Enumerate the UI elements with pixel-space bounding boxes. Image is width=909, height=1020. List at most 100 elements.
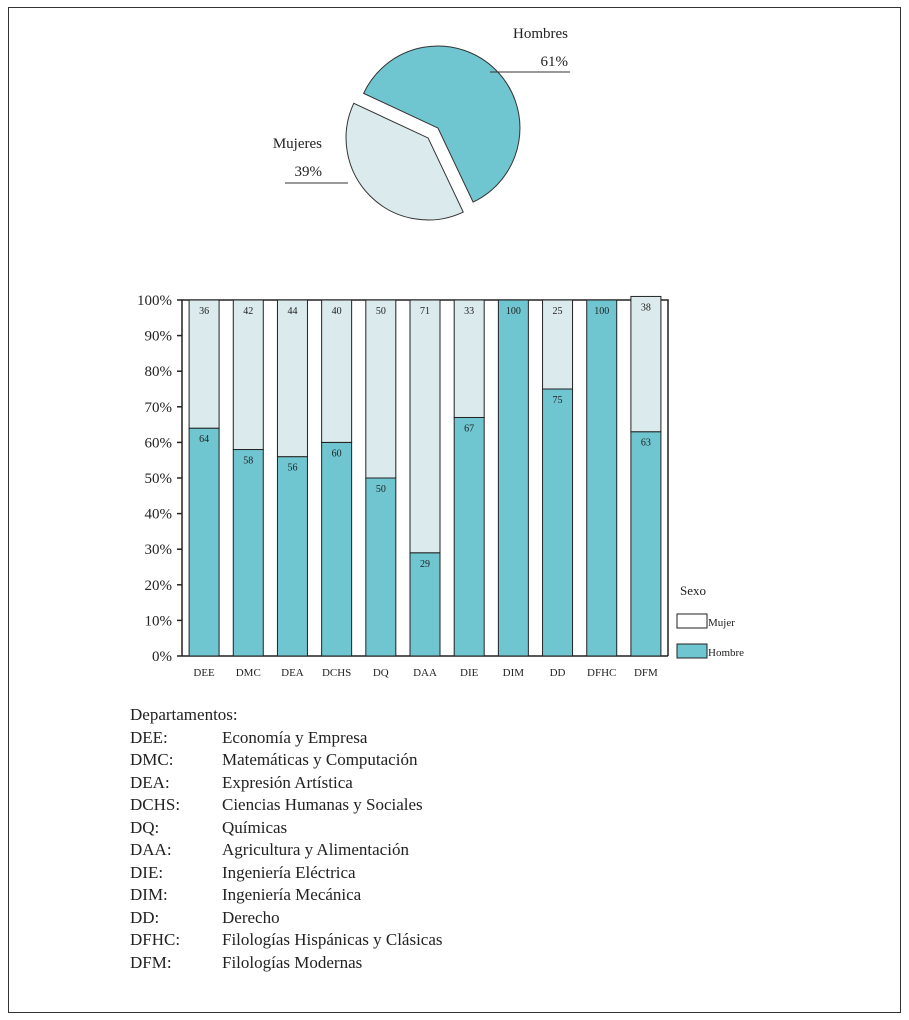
bar-segment: [365, 299, 397, 479]
bar-segment: [276, 299, 308, 458]
bar-segment: [409, 299, 441, 554]
bar-segment: [586, 299, 618, 657]
slice-label: 39%: [295, 164, 323, 180]
department-code: DIE:: [130, 862, 164, 882]
department-code: DD:: [130, 907, 160, 927]
x-tick-label: DFHC: [587, 667, 616, 679]
bar-segment: [453, 299, 485, 418]
y-tick-label: 100%: [137, 293, 172, 309]
bar-value-label: 100: [506, 306, 521, 317]
bar-segment: [497, 299, 529, 657]
department-name: Filologías Hispánicas y Clásicas: [222, 930, 443, 949]
department-code: DFHC:: [130, 930, 181, 949]
department-name: Expresión Artística: [222, 772, 353, 792]
bar-value-label: 36: [199, 306, 209, 317]
x-tick-label: DD: [550, 667, 566, 679]
x-tick-label: DEA: [281, 667, 304, 679]
x-tick-label: DEE: [193, 667, 215, 679]
bar-segment: [232, 449, 264, 657]
y-tick-label: 10%: [145, 613, 173, 629]
bar-value-label: 56: [287, 463, 297, 474]
y-tick-label: 30%: [145, 542, 173, 558]
x-tick-label: DIM: [503, 667, 525, 679]
department-row: DIE: Ingeniería Eléctrica: [130, 862, 443, 885]
y-tick-label: 40%: [145, 507, 173, 523]
bar-segment: [188, 427, 220, 657]
bar-value-label: 60: [332, 448, 342, 459]
y-tick-label: 70%: [145, 400, 173, 416]
department-name: Derecho: [222, 907, 280, 927]
x-tick-label: DIE: [460, 667, 479, 679]
bar-segment: [409, 552, 441, 657]
legend-swatch: [676, 613, 708, 629]
pie-slice: [345, 102, 464, 221]
department-row: DAA: Agricultura y Alimentación: [130, 839, 443, 862]
department-row: DD: Derecho: [130, 907, 443, 930]
bar-segment: [232, 299, 264, 451]
department-row: DEA: Expresión Artística: [130, 772, 443, 795]
department-list: Departamentos: DEE: Economía y Empresa DMC…: [130, 704, 443, 974]
bar-segment: [630, 431, 662, 657]
department-row: DFHC: Filologías Hispánicas y Clásicas: [130, 929, 443, 952]
slice-label: 61%: [541, 54, 569, 70]
bar-value-label: 50: [376, 484, 386, 495]
x-tick-label: DCHS: [322, 667, 351, 679]
bar-value-label: 40: [332, 306, 342, 317]
y-tick-label: 20%: [145, 578, 173, 594]
y-tick-label: 50%: [145, 471, 173, 487]
department-row: DIM: Ingeniería Mecánica: [130, 884, 443, 907]
department-name: Ingeniería Mecánica: [222, 885, 362, 904]
slice-name: Hombres: [513, 26, 568, 42]
bar-value-label: 100: [594, 306, 609, 317]
department-name: Químicas: [222, 817, 288, 837]
x-tick-label: DAA: [413, 667, 437, 679]
y-tick-label: 0%: [152, 649, 172, 665]
department-code: DAA:: [130, 840, 172, 859]
department-name: Ingeniería Eléctrica: [222, 862, 356, 882]
legend-label: Mujer: [708, 617, 735, 629]
page-border: [8, 7, 901, 1013]
bar-value-label: 44: [287, 306, 297, 317]
bar-value-label: 75: [553, 395, 563, 406]
department-row: DQ: Químicas: [130, 817, 443, 840]
bar-value-label: 50: [376, 306, 386, 317]
x-tick-label: DQ: [373, 667, 389, 679]
department-code: DFM:: [130, 952, 172, 972]
bar-segment: [542, 388, 574, 657]
bar-value-label: 58: [243, 456, 253, 467]
legend-title: Sexo: [680, 583, 706, 598]
bar-value-label: 64: [199, 434, 209, 445]
bar-segment: [630, 295, 662, 433]
bar-segment: [453, 416, 485, 657]
bar-value-label: 71: [420, 306, 430, 317]
legend-label: Hombre: [708, 647, 744, 659]
department-name: Filologías Modernas: [222, 952, 363, 972]
bar-segment: [276, 456, 308, 657]
department-code: DIM:: [130, 885, 168, 904]
department-name: Matemáticas y Computación: [222, 750, 418, 769]
department-name: Agricultura y Alimentación: [222, 840, 409, 859]
department-name: Economía y Empresa: [222, 727, 368, 747]
legend-swatch: [676, 643, 708, 659]
x-tick-label: DMC: [236, 667, 261, 679]
pie-slice: [362, 45, 521, 203]
bar-value-label: 67: [464, 423, 474, 434]
y-tick-label: 90%: [145, 329, 173, 345]
bar-segment: [321, 441, 353, 657]
bar-value-label: 33: [464, 306, 474, 317]
department-row: DEE: Economía y Empresa: [130, 727, 443, 750]
x-tick-label: DFM: [634, 667, 658, 679]
department-code: DEE:: [130, 727, 168, 747]
department-code: DQ:: [130, 817, 160, 837]
department-row: DCHS: Ciencias Humanas y Sociales: [130, 794, 443, 817]
y-tick-label: 80%: [145, 364, 173, 380]
bar-value-label: 29: [420, 559, 430, 570]
department-row: DMC: Matemáticas y Computación: [130, 749, 443, 772]
bar-segment: [365, 477, 397, 657]
department-title: Departamentos:: [130, 705, 238, 724]
bar-segment: [321, 299, 353, 443]
bar-segment: [542, 299, 574, 390]
department-code: DCHS:: [130, 795, 181, 814]
